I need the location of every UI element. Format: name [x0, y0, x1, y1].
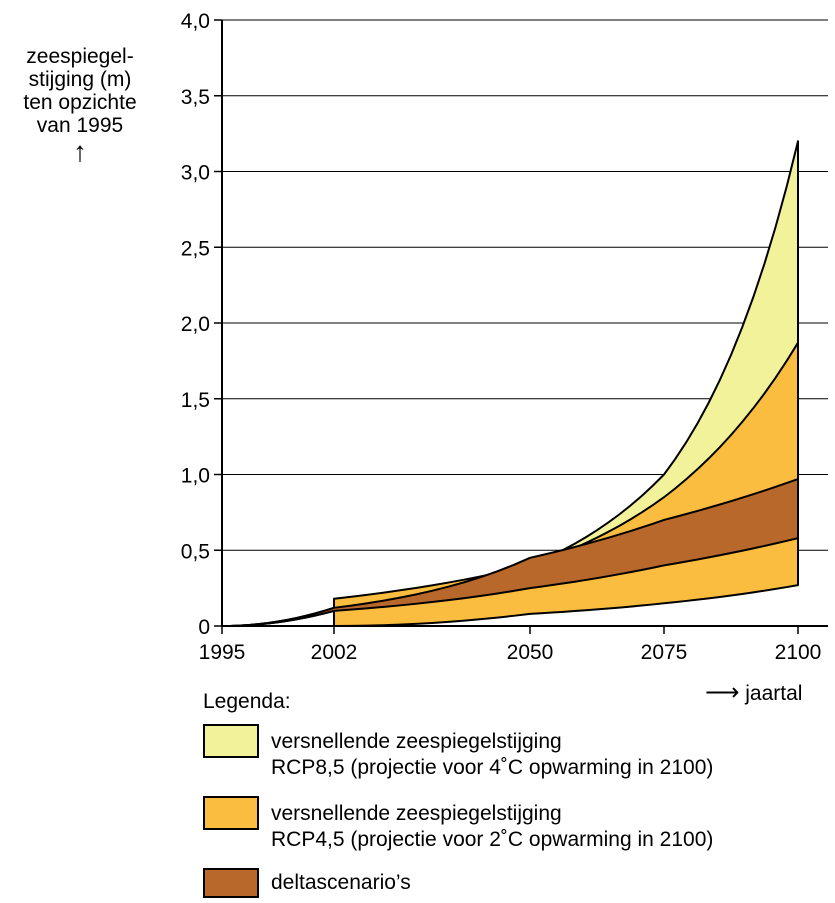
- x-tick-label: 2002: [311, 641, 358, 664]
- x-axis-arrow: ⟶: [705, 679, 740, 706]
- data-bands: [221, 140, 799, 627]
- legend-swatch: [203, 724, 259, 758]
- legend-label: versnellende zeespiegelstijging RCP4,5 (…: [271, 801, 713, 853]
- legend-label-line: RCP4,5 (projectie voor 2˚C opwarming in …: [271, 828, 714, 851]
- x-tick-label: 2075: [641, 641, 688, 664]
- legend-label: deltascenario’s: [271, 870, 411, 896]
- tick-labels: 0 0,5 1,0 1,5 2,0 2,5 3,0 3,5 4,0 1995 2002 2050 207…: [181, 10, 822, 664]
- y-axis-title-line: ten opzichte: [23, 91, 137, 114]
- y-tick-label: 2,0: [181, 313, 210, 336]
- legend-title: Legenda:: [203, 690, 291, 713]
- legend-label-line: versnellende zeespiegelstijging: [271, 730, 562, 753]
- legend-label-line: versnellende zeespiegelstijging: [271, 802, 562, 825]
- y-axis-title-line: stijging (m): [28, 68, 132, 91]
- legend-label-line: RCP8,5 (projectie voor 4˚C opwarming in …: [271, 756, 714, 779]
- y-tick-label: 3,0: [181, 162, 210, 185]
- y-tick-label: 0: [198, 616, 210, 639]
- y-axis-title-line: van 1995: [36, 114, 124, 137]
- legend-swatch: [203, 868, 259, 898]
- legend-label-line: deltascenario’s: [271, 871, 411, 894]
- x-tick-label: 1995: [199, 641, 246, 664]
- axes: [221, 20, 828, 627]
- y-tick-label: 1,0: [181, 465, 210, 488]
- y-tick-label: 1,5: [181, 389, 210, 412]
- x-tick-label: 2100: [775, 641, 822, 664]
- band-delta: [221, 478, 799, 627]
- legend-label: versnellende zeespiegelstijging RCP8,5 (…: [271, 729, 713, 781]
- grid: [214, 19, 828, 634]
- y-axis-arrow: ↑: [73, 136, 87, 167]
- y-axis-title-line: zeespiegel-: [26, 45, 134, 68]
- x-axis-unit: ⟶ jaartal: [705, 678, 802, 707]
- y-tick-label: 2,5: [181, 237, 210, 260]
- y-tick-label: 0,5: [181, 540, 210, 563]
- x-axis-unit-label: jaartal: [745, 682, 803, 705]
- y-tick-label: 4,0: [181, 10, 210, 33]
- y-axis-title: zeespiegel- stijging (m) ten opzichte va…: [0, 45, 160, 167]
- x-tick-label: 2050: [507, 641, 554, 664]
- y-tick-label: 3,5: [181, 86, 210, 109]
- legend-swatch: [203, 796, 259, 830]
